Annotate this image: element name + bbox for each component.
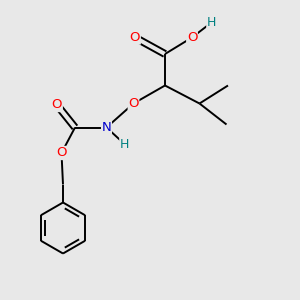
Text: O: O (128, 97, 139, 110)
Text: O: O (52, 98, 62, 112)
Text: H: H (120, 137, 129, 151)
Text: N: N (102, 121, 111, 134)
Text: O: O (130, 31, 140, 44)
Text: O: O (56, 146, 67, 160)
Text: O: O (187, 31, 197, 44)
Text: H: H (207, 16, 216, 29)
